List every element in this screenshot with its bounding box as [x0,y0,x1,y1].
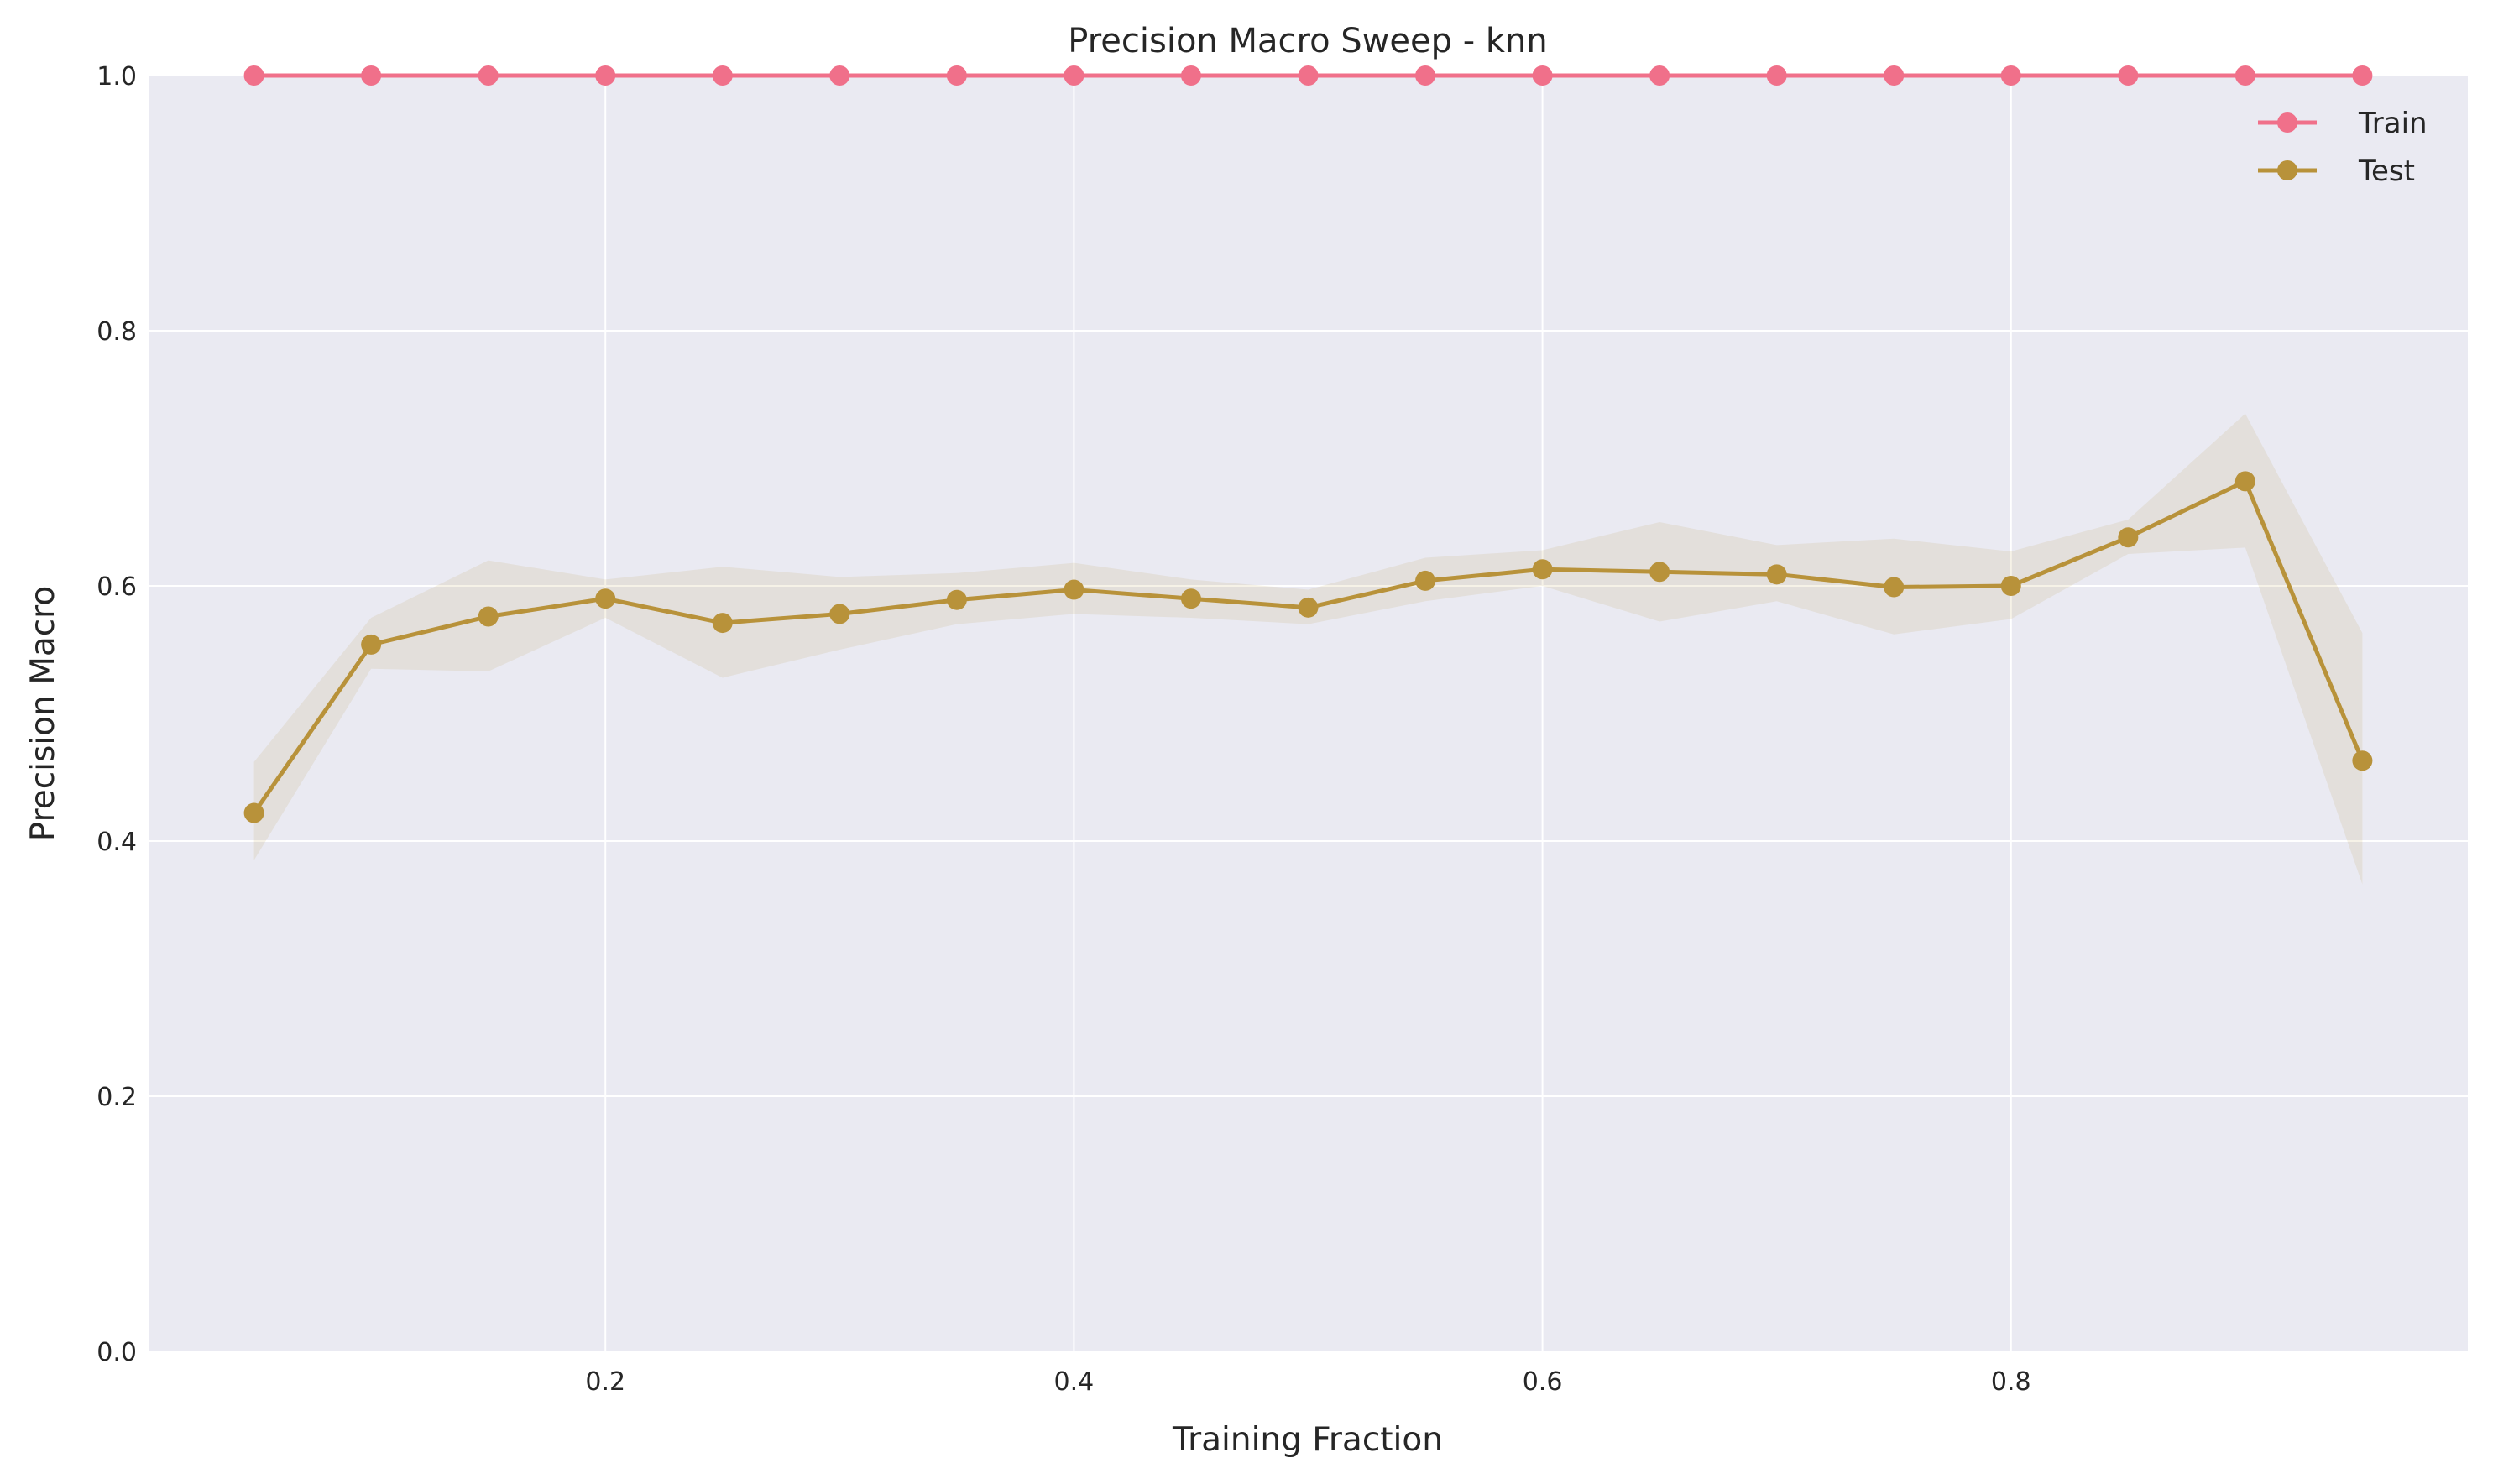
legend-test-marker [2277,160,2297,180]
test-point [243,802,264,823]
test-point [1298,597,1319,618]
x-tick-label: 0.6 [1523,1367,1563,1397]
chart-title: Precision Macro Sweep - knn [1068,22,1547,60]
legend-train-marker [2277,112,2297,133]
test-point [1766,564,1787,585]
legend: Train Test [2258,107,2428,188]
test-point [1532,559,1553,580]
x-tick-label: 0.8 [1991,1367,2031,1397]
train-point [1064,65,1084,86]
test-point [946,589,967,610]
train-point [1298,65,1319,86]
test-point [2118,527,2139,548]
legend-test-label: Test [2358,154,2415,188]
x-axis-label: Training Fraction [1172,1421,1443,1459]
train-point [2352,65,2373,86]
confidence-bands [253,413,2363,885]
test-point [1649,562,1670,583]
test-point [361,634,382,655]
y-tick-label: 0.6 [97,572,137,602]
train-point [1884,65,1905,86]
train-point [1766,65,1787,86]
x-tick-label: 0.2 [585,1367,625,1397]
train-point [2000,65,2021,86]
test-point [595,588,616,609]
train-point [1180,65,1201,86]
test-point [712,613,733,634]
test-point [2352,750,2373,771]
train-point [2118,65,2139,86]
y-tick-label: 0.8 [97,317,137,347]
train-point [1649,65,1670,86]
train-point [361,65,382,86]
train-point [1415,65,1436,86]
train-point [2234,65,2255,86]
train-point [243,65,264,86]
test-point [2234,471,2255,492]
train-point [946,65,967,86]
test-point [1884,577,1905,598]
train-point [829,65,850,86]
x-tick-labels: 0.2 0.4 0.6 0.8 [585,1367,2030,1397]
test-point [1180,588,1201,609]
plot-background [149,76,2468,1351]
test-point [829,604,850,624]
x-tick-label: 0.4 [1054,1367,1095,1397]
train-point [1532,65,1553,86]
test-band [253,413,2363,885]
y-tick-label: 0.2 [97,1083,137,1112]
y-tick-label: 0.0 [97,1338,137,1367]
train-point [712,65,733,86]
test-point [2000,576,2021,596]
train-point [478,65,499,86]
y-tick-label: 1.0 [97,62,137,91]
test-point [1415,570,1436,591]
train-point [595,65,616,86]
test-point [478,606,499,627]
legend-train-label: Train [2358,107,2428,140]
y-tick-labels: 0.0 0.2 0.4 0.6 0.8 1.0 [97,62,137,1367]
y-axis-label: Precision Macro [24,586,62,841]
y-tick-label: 0.4 [97,828,137,857]
test-point [1064,579,1084,600]
series-points [243,65,2373,823]
